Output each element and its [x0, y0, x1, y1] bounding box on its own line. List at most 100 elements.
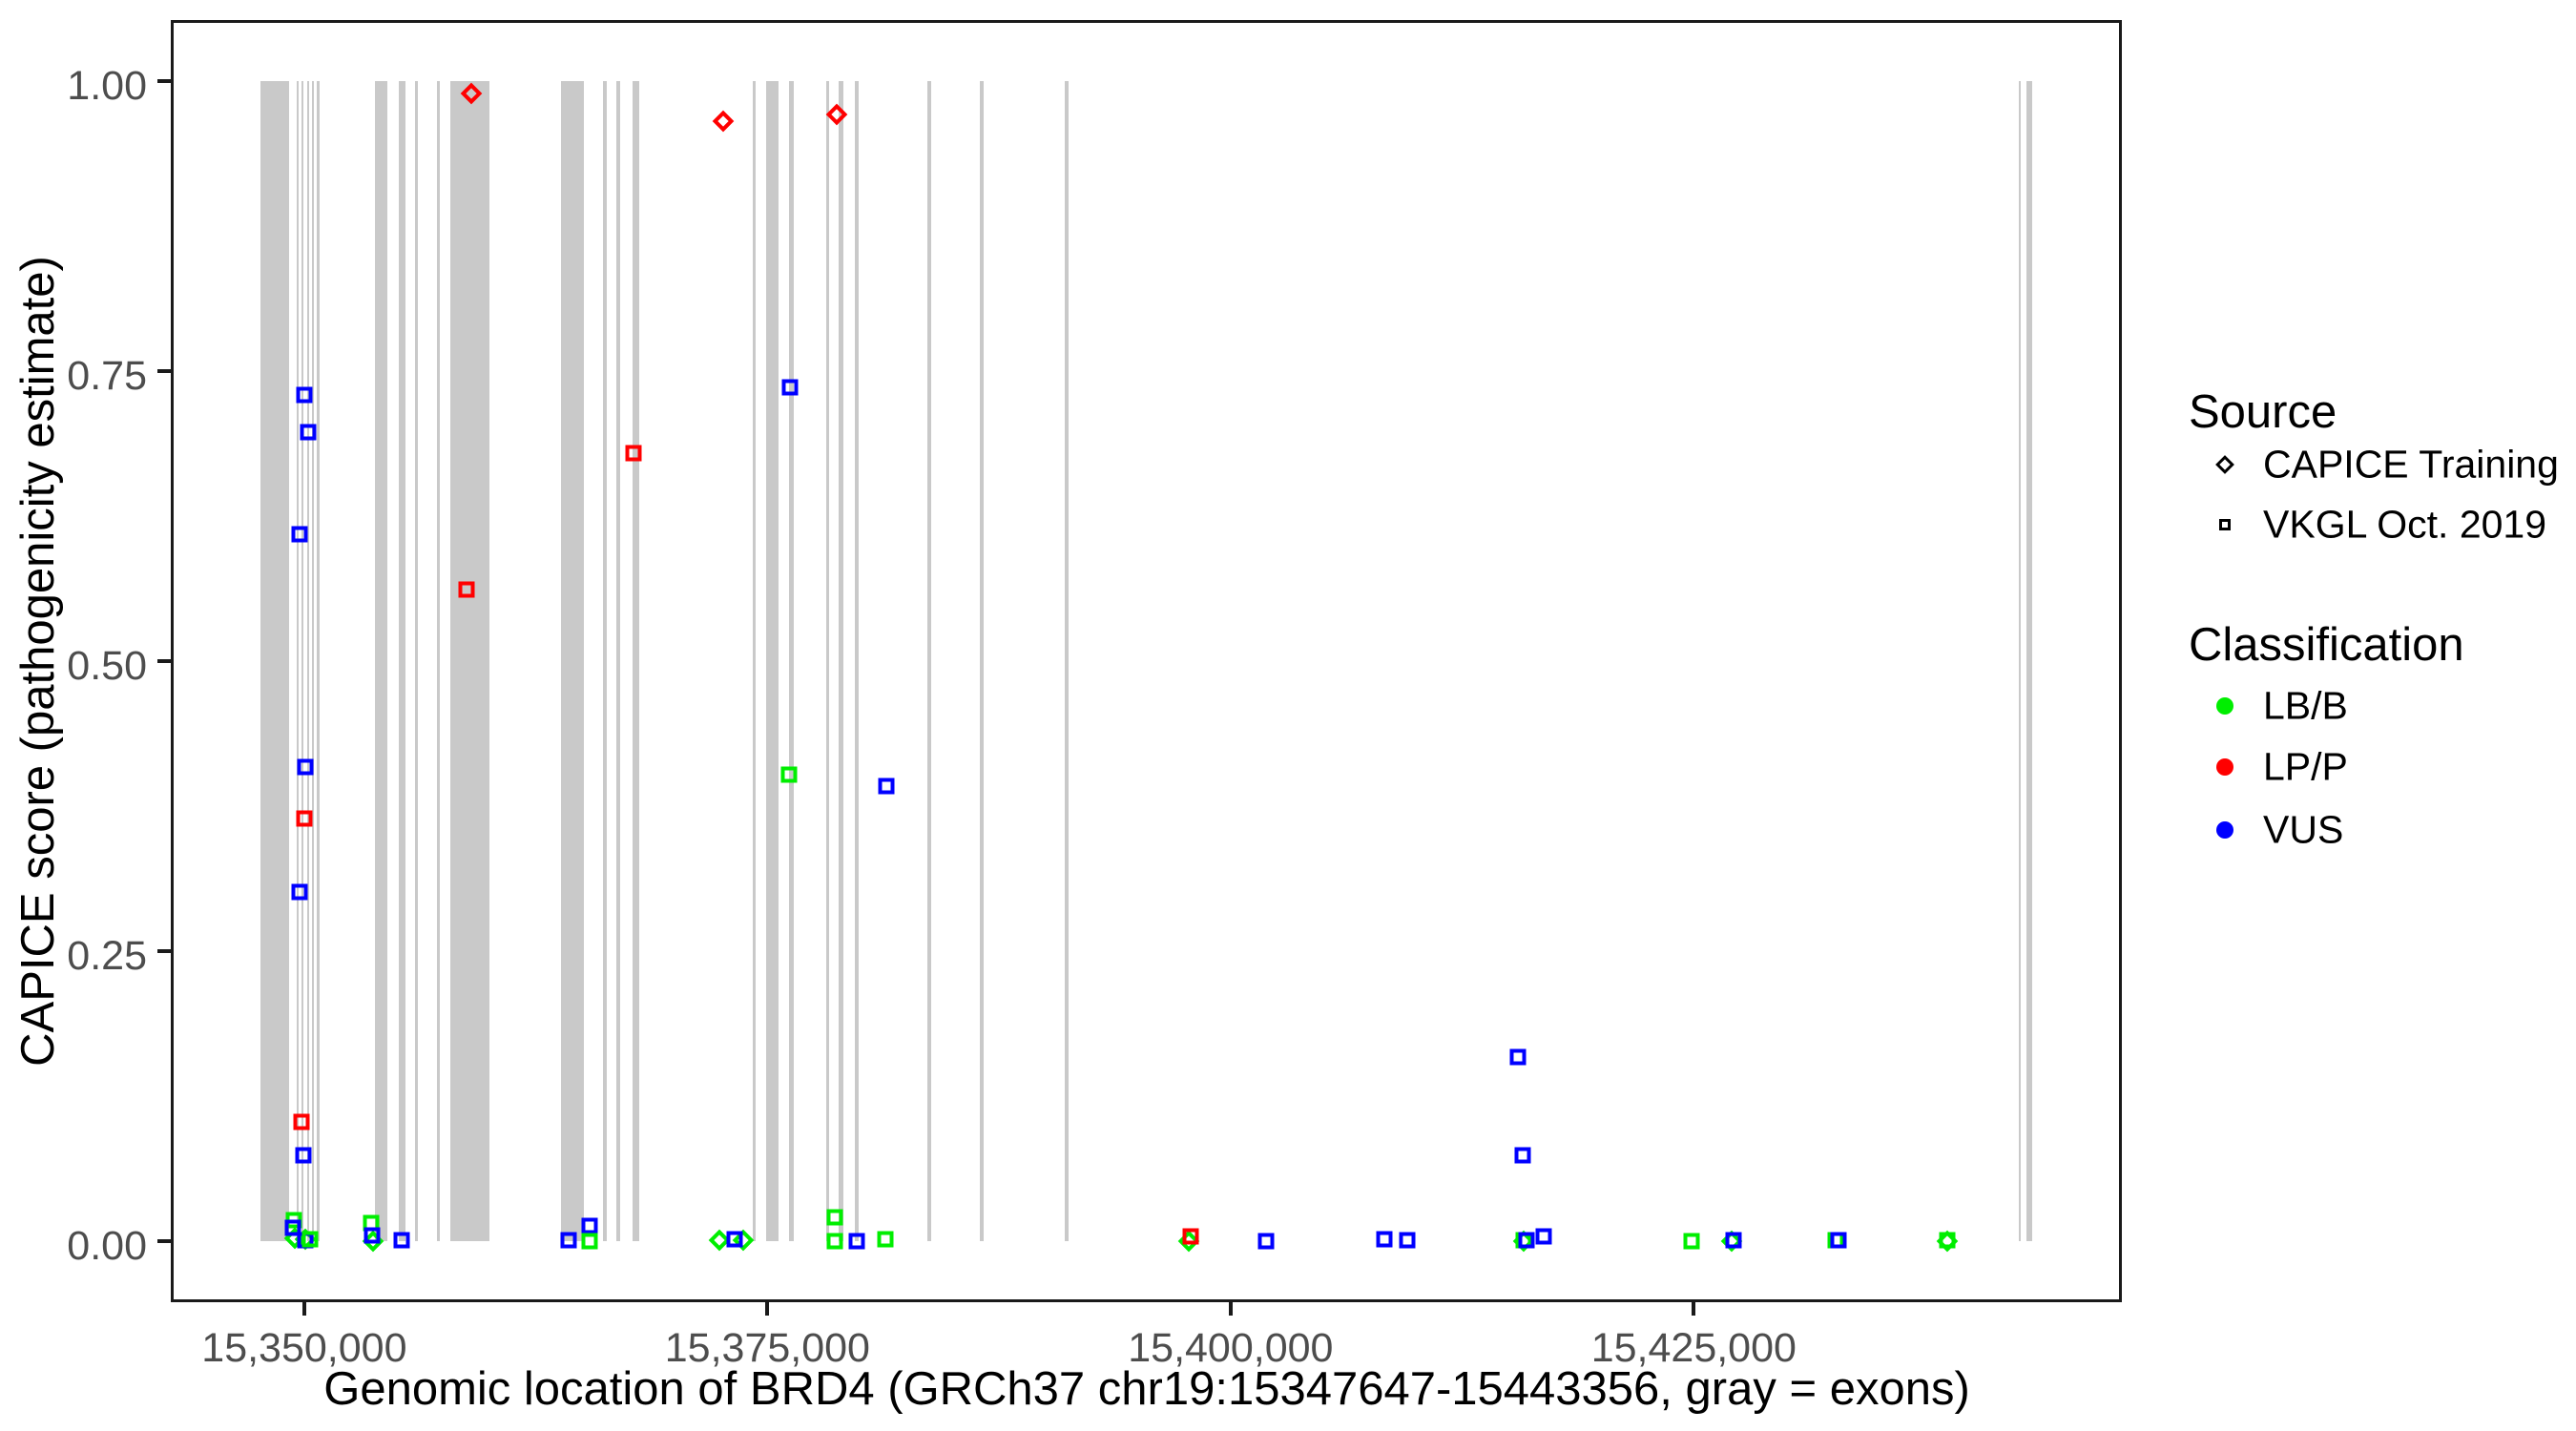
legend-item-classification: LB/B [2189, 682, 2570, 730]
y-tick-label: 0.75 [67, 352, 147, 399]
square-icon [2219, 519, 2231, 530]
y-tick-mark [157, 949, 171, 954]
exon-bar [414, 80, 418, 1242]
exon-bar [788, 80, 794, 1242]
exon-bar [602, 80, 607, 1242]
exon-bar [838, 80, 843, 1242]
exon-bar [926, 80, 931, 1242]
y-tick-mark [157, 368, 171, 373]
x-tick-label: 15,400,000 [1128, 1325, 1334, 1371]
data-point-square [1182, 1228, 1199, 1245]
data-point-square [1939, 1232, 1956, 1249]
exon-bar [1064, 80, 1069, 1242]
data-point-square [560, 1232, 577, 1249]
legend-item-source: VKGL Oct. 2019 [2189, 501, 2570, 549]
data-point-square [393, 1232, 410, 1249]
x-tick-mark [301, 1302, 306, 1316]
exon-bar [306, 80, 309, 1242]
legend-item-label: VKGL Oct. 2019 [2263, 502, 2547, 547]
data-point-square [1830, 1232, 1847, 1249]
legend-item-classification: LP/P [2189, 743, 2570, 791]
legend-item-label: LB/B [2263, 683, 2348, 728]
y-tick-label: 0.00 [67, 1223, 147, 1270]
legend-item-label: VUS [2263, 807, 2344, 852]
data-point-square [284, 1219, 301, 1236]
y-tick-label: 0.25 [67, 933, 147, 980]
y-axis-title: CAPICE score (pathogenicity estimate) [12, 256, 64, 1067]
diamond-icon [2215, 455, 2234, 474]
x-tick-mark [1692, 1302, 1696, 1316]
exon-bar [436, 80, 440, 1242]
data-point-square [848, 1233, 865, 1250]
data-point-square [297, 758, 314, 776]
data-point-square [291, 526, 308, 543]
data-point-square [1535, 1228, 1552, 1245]
exon-bar [854, 80, 859, 1242]
exon-bar [560, 80, 584, 1242]
exon-bar [765, 80, 779, 1242]
data-point-square [826, 1233, 843, 1250]
exon-bar [449, 80, 489, 1242]
y-tick-mark [157, 1239, 171, 1244]
data-point-square [1376, 1231, 1393, 1248]
data-point-square [1514, 1147, 1531, 1164]
dot-icon [2216, 758, 2233, 776]
legend-item-label: CAPICE Training [2263, 442, 2559, 487]
data-point-square [877, 1231, 894, 1248]
data-point-square [1509, 1048, 1527, 1066]
data-point-square [296, 810, 313, 827]
exon-bar [2026, 80, 2033, 1242]
data-point-square [291, 883, 308, 901]
exon-bar [2019, 80, 2022, 1242]
x-tick-mark [1228, 1302, 1233, 1316]
exon-bar [615, 80, 620, 1242]
data-point-square [1518, 1232, 1535, 1249]
data-point-square [581, 1233, 598, 1250]
data-point-square [295, 1147, 312, 1164]
y-tick-label: 0.50 [67, 643, 147, 689]
data-point-square [1683, 1233, 1700, 1250]
legend-classification-title: Classification [2189, 619, 2464, 671]
data-point-square [301, 1231, 319, 1248]
exon-bar [296, 80, 299, 1242]
data-point-square [780, 766, 798, 783]
exon-bar [632, 80, 639, 1242]
exon-bar [311, 80, 314, 1242]
exon-bar [398, 80, 405, 1242]
legend-source-title: Source [2189, 386, 2337, 438]
exon-bar [301, 80, 303, 1242]
legend-item-classification: VUS [2189, 806, 2570, 854]
legend-item-source: CAPICE Training [2189, 441, 2570, 488]
data-point-square [625, 445, 642, 462]
y-tick-label: 1.00 [67, 62, 147, 109]
x-tick-mark [765, 1302, 770, 1316]
exon-bar [374, 80, 387, 1242]
data-point-square [364, 1227, 381, 1244]
exon-bar [825, 80, 829, 1242]
data-point-square [726, 1231, 743, 1248]
data-point-square [1257, 1233, 1275, 1250]
data-point-square [781, 379, 799, 396]
data-point-square [1725, 1232, 1742, 1249]
data-point-square [300, 424, 317, 441]
x-tick-label: 15,375,000 [664, 1325, 870, 1371]
exon-bar [752, 80, 756, 1242]
dot-icon [2216, 697, 2233, 715]
dot-icon [2216, 821, 2233, 839]
data-point-square [293, 1113, 310, 1130]
x-tick-label: 15,425,000 [1590, 1325, 1797, 1371]
data-point-square [826, 1209, 843, 1226]
x-tick-label: 15,350,000 [201, 1325, 407, 1371]
exon-bar [979, 80, 984, 1242]
x-axis-title: Genomic location of BRD4 (GRCh37 chr19:1… [323, 1363, 1970, 1415]
exon-bar [260, 80, 289, 1242]
data-point-square [1399, 1232, 1416, 1249]
y-tick-mark [157, 78, 171, 83]
legend-item-label: LP/P [2263, 744, 2348, 789]
y-tick-mark [157, 659, 171, 663]
exon-bar [316, 80, 320, 1242]
